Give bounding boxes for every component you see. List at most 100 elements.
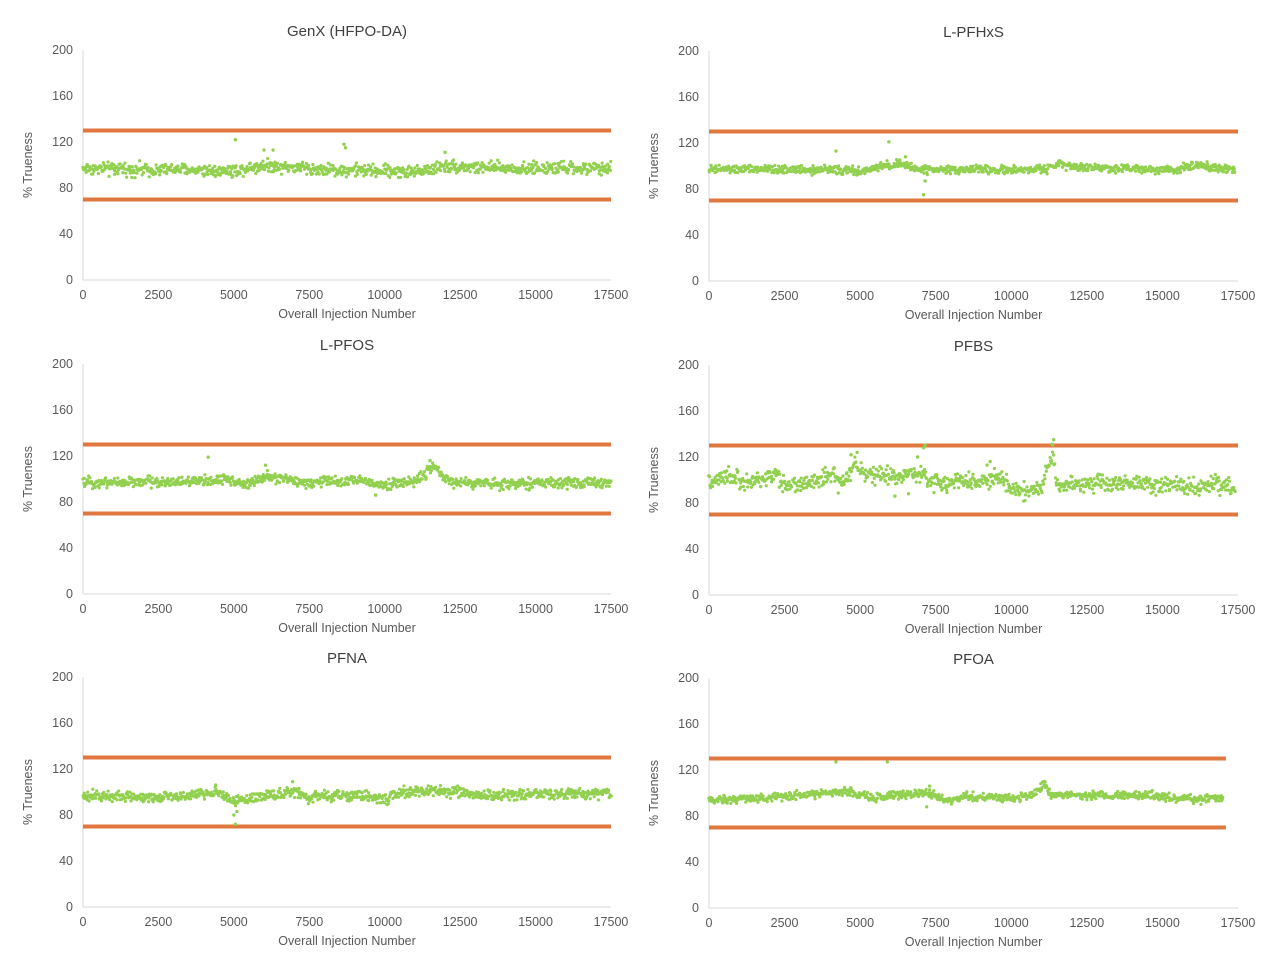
data-point <box>214 783 218 787</box>
data-point <box>1074 162 1078 167</box>
data-point <box>1140 171 1144 175</box>
data-point <box>812 486 816 490</box>
data-point <box>552 797 556 801</box>
y-tick-label: 160 <box>678 717 699 731</box>
data-point <box>907 472 911 476</box>
data-point <box>518 787 522 791</box>
data-point <box>120 797 124 801</box>
data-point <box>352 475 357 479</box>
data-point <box>1049 461 1053 465</box>
data-point <box>950 478 954 482</box>
y-tick-label: 200 <box>52 43 73 57</box>
data-point <box>582 485 586 489</box>
data-point <box>1052 453 1056 457</box>
data-point <box>384 171 388 176</box>
data-point <box>969 481 973 485</box>
data-point <box>848 478 853 483</box>
data-point <box>262 168 267 172</box>
data-point <box>863 479 867 483</box>
data-point <box>129 799 133 803</box>
data-point <box>524 487 528 491</box>
data-point <box>520 792 524 796</box>
data-point <box>360 477 364 481</box>
data-point <box>596 788 600 793</box>
data-point <box>252 165 257 170</box>
x-axis-label: Overall Injection Number <box>278 621 416 635</box>
data-point <box>358 474 362 478</box>
data-point <box>397 166 402 170</box>
data-point <box>403 796 407 800</box>
data-point <box>874 467 878 471</box>
data-point <box>286 480 290 484</box>
data-point <box>779 483 783 487</box>
data-point <box>574 485 579 489</box>
data-point <box>1087 483 1091 487</box>
data-point <box>768 167 772 172</box>
data-point <box>306 164 311 168</box>
data-point <box>818 795 822 799</box>
data-point <box>1194 491 1198 496</box>
data-point <box>479 484 483 488</box>
data-point <box>772 171 776 175</box>
data-point <box>709 163 713 167</box>
data-point <box>780 164 784 168</box>
data-point <box>317 172 321 176</box>
data-point <box>1116 482 1120 486</box>
data-point <box>1142 487 1147 491</box>
data-point <box>564 477 568 481</box>
data-point <box>1000 470 1004 474</box>
x-tick-label: 2500 <box>771 289 799 303</box>
data-point <box>362 174 366 178</box>
data-point <box>1123 474 1127 478</box>
data-point <box>342 142 346 146</box>
data-series <box>707 760 1225 809</box>
data-point <box>1197 482 1201 486</box>
y-tick-label: 120 <box>678 450 699 464</box>
data-point <box>930 796 934 800</box>
x-tick-label: 17500 <box>1221 916 1256 930</box>
data-point <box>1188 487 1192 491</box>
data-point <box>901 478 905 482</box>
data-point <box>553 162 557 166</box>
data-point <box>1205 160 1209 164</box>
data-point <box>273 160 277 164</box>
data-point <box>160 483 164 487</box>
data-point <box>1182 491 1187 495</box>
data-point <box>766 169 770 173</box>
data-point <box>387 477 391 481</box>
data-point <box>296 796 300 800</box>
data-point <box>714 164 718 168</box>
y-axis-label: % Trueness <box>21 446 35 512</box>
data-point <box>975 799 979 803</box>
data-point <box>159 168 163 173</box>
data-point <box>224 796 228 800</box>
data-point <box>365 795 369 799</box>
data-point <box>367 799 371 803</box>
data-point <box>144 163 148 167</box>
data-point <box>262 148 266 152</box>
data-point <box>363 163 367 168</box>
data-point <box>1167 487 1172 492</box>
data-point <box>123 161 127 165</box>
data-point <box>1159 486 1163 490</box>
data-point <box>104 792 109 797</box>
data-point <box>1090 487 1094 491</box>
data-point <box>493 162 497 166</box>
data-point <box>847 474 851 478</box>
data-point <box>541 790 545 794</box>
data-point <box>400 479 404 483</box>
y-tick-label: 120 <box>678 136 699 150</box>
data-point <box>826 477 830 481</box>
data-point <box>428 790 432 794</box>
data-point <box>576 478 580 482</box>
data-point <box>799 163 804 168</box>
x-tick-label: 10000 <box>994 916 1029 930</box>
data-point <box>352 795 356 799</box>
data-point <box>1137 475 1141 479</box>
data-point <box>355 172 359 177</box>
data-point <box>1022 479 1026 484</box>
data-point <box>263 463 268 467</box>
y-tick-label: 120 <box>52 135 73 149</box>
data-point <box>1121 487 1125 491</box>
